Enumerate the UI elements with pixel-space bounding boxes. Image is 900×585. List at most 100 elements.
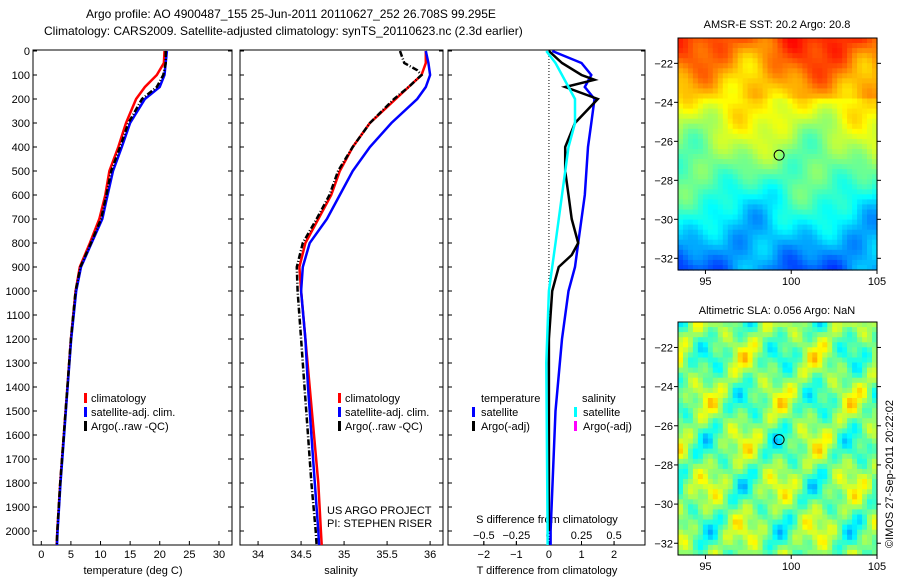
map-cell <box>787 143 794 150</box>
map-cell <box>697 38 704 44</box>
map-cell <box>782 519 789 526</box>
map-cell <box>678 484 684 490</box>
map-cell <box>867 398 873 404</box>
map-cell <box>772 524 779 531</box>
map-cell <box>812 474 818 480</box>
map-cell <box>767 88 774 94</box>
map-cell <box>757 448 764 455</box>
map-cell <box>817 443 823 450</box>
map-cell <box>767 249 774 256</box>
map-cell <box>697 128 704 135</box>
map-cell <box>717 83 724 89</box>
map-cell <box>678 443 684 450</box>
map-cell <box>717 194 724 200</box>
map-cell <box>837 494 843 500</box>
map-cell <box>712 73 719 79</box>
map-cell <box>847 48 853 54</box>
map-cell <box>822 337 828 343</box>
map-cell <box>702 209 709 216</box>
map-cell <box>717 499 724 505</box>
map-cell <box>822 83 828 89</box>
map-cell <box>747 337 754 343</box>
map-cell <box>762 468 769 475</box>
map-cell <box>777 352 784 359</box>
map-cell <box>762 169 769 175</box>
y-tick-label: −24 <box>654 382 673 394</box>
map-cell <box>792 249 798 256</box>
map-cell <box>797 138 803 145</box>
map-cell <box>817 98 823 105</box>
map-cell <box>767 63 774 69</box>
map-cell <box>742 494 749 500</box>
map-cell <box>777 367 784 374</box>
map-cell <box>827 204 833 210</box>
map-cell <box>772 204 779 210</box>
map-cell <box>727 372 734 379</box>
map-cell <box>842 224 848 231</box>
map-cell <box>732 98 739 105</box>
map-cell <box>717 519 724 526</box>
map-cell <box>787 524 794 531</box>
map-cell <box>802 489 808 495</box>
map-cell <box>822 504 828 510</box>
map-cell <box>787 544 794 551</box>
map-cell <box>762 154 769 160</box>
map-cell <box>767 509 774 516</box>
map-cell <box>807 458 813 465</box>
map-cell <box>717 259 724 266</box>
map-cell <box>747 179 754 185</box>
map-cell <box>737 549 744 556</box>
map-cell <box>837 73 843 79</box>
map-cell <box>817 214 823 221</box>
map-cell <box>812 372 818 379</box>
map-cell <box>797 98 803 105</box>
map-cell <box>842 88 848 94</box>
map-cell <box>817 549 823 556</box>
map-cell <box>702 453 709 460</box>
map-cell <box>777 239 784 246</box>
map-cell <box>683 265 689 271</box>
map-cell <box>842 164 848 170</box>
map-cell <box>772 362 779 369</box>
map-cell <box>688 169 694 175</box>
map-cell <box>782 68 789 74</box>
map-cell <box>688 68 694 74</box>
map-cell <box>857 189 863 195</box>
map-cell <box>837 93 843 100</box>
map-cell <box>802 377 808 384</box>
map-cell <box>737 184 744 190</box>
map-cell <box>737 489 744 495</box>
map-cell <box>782 549 789 556</box>
map-cell <box>797 78 803 84</box>
x2-tick-label: 0.25 <box>571 530 592 542</box>
map-cell <box>842 504 848 510</box>
map-cell <box>832 549 838 556</box>
map-cell <box>752 504 759 510</box>
map-cell <box>692 174 699 180</box>
map-cell <box>707 519 714 526</box>
map-cell <box>852 224 858 231</box>
map-cell <box>697 342 704 348</box>
map-cell <box>722 259 729 266</box>
map-cell <box>712 254 719 261</box>
map-cell <box>867 453 873 460</box>
map-cell <box>792 78 798 84</box>
map-cell <box>742 154 749 160</box>
map-cell <box>782 438 789 445</box>
salinity-panel: salinity climatology satellite-adj. clim… <box>239 49 444 577</box>
map-cell <box>802 234 808 241</box>
map-cell <box>862 209 868 216</box>
map-cell <box>792 63 798 69</box>
map-cell <box>727 133 734 140</box>
map-cell <box>837 229 843 236</box>
map-cell <box>752 244 759 251</box>
map-cell <box>797 327 803 333</box>
map-cell <box>737 509 744 516</box>
map-cell <box>737 428 744 435</box>
map-cell <box>827 494 833 500</box>
map-cell <box>792 199 798 205</box>
map-cell <box>782 93 789 100</box>
map-cell <box>772 214 779 221</box>
map-cell <box>678 529 684 536</box>
map-cell <box>872 438 878 445</box>
